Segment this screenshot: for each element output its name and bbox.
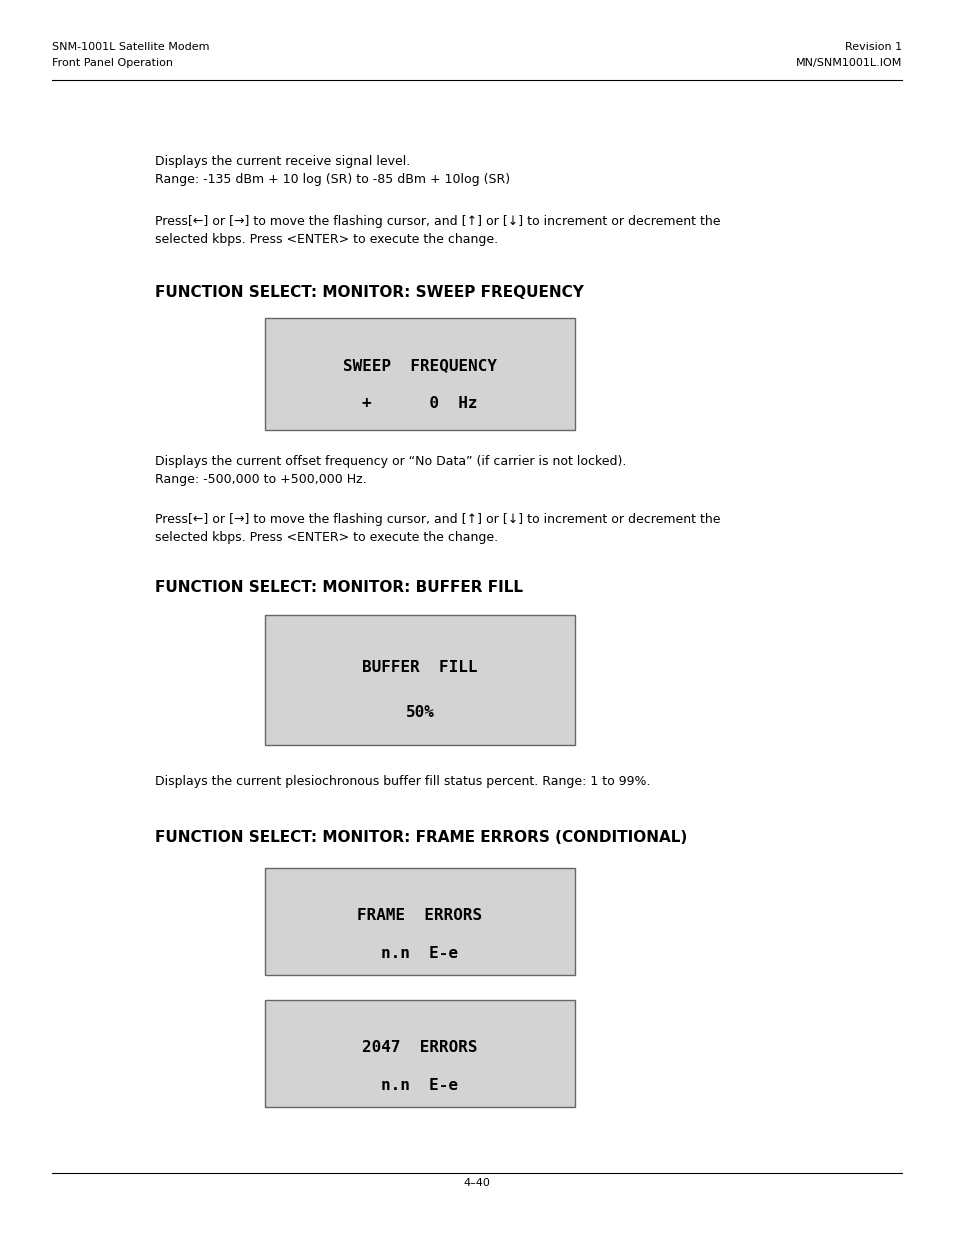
Text: Displays the current plesiochronous buffer fill status percent. Range: 1 to 99%.: Displays the current plesiochronous buff…	[154, 776, 650, 788]
Text: FUNCTION SELECT: MONITOR: BUFFER FILL: FUNCTION SELECT: MONITOR: BUFFER FILL	[154, 580, 522, 595]
Text: MN/SNM1001L.IOM: MN/SNM1001L.IOM	[795, 58, 901, 68]
Text: Front Panel Operation: Front Panel Operation	[52, 58, 172, 68]
FancyBboxPatch shape	[265, 317, 575, 430]
Text: BUFFER  FILL: BUFFER FILL	[362, 659, 477, 676]
Text: FRAME  ERRORS: FRAME ERRORS	[357, 908, 482, 923]
FancyBboxPatch shape	[265, 868, 575, 974]
Text: Displays the current offset frequency or “No Data” (if carrier is not locked).: Displays the current offset frequency or…	[154, 454, 626, 468]
Text: 50%: 50%	[405, 705, 434, 720]
FancyBboxPatch shape	[265, 1000, 575, 1107]
Text: selected kbps. Press <ENTER> to execute the change.: selected kbps. Press <ENTER> to execute …	[154, 233, 497, 246]
Text: n.n  E-e: n.n E-e	[381, 1078, 458, 1093]
Text: +      0  Hz: + 0 Hz	[362, 396, 477, 411]
Text: Displays the current receive signal level.: Displays the current receive signal leve…	[154, 156, 410, 168]
FancyBboxPatch shape	[265, 615, 575, 745]
Text: 2047  ERRORS: 2047 ERRORS	[362, 1040, 477, 1055]
Text: selected kbps. Press <ENTER> to execute the change.: selected kbps. Press <ENTER> to execute …	[154, 531, 497, 543]
Text: Press[←] or [→] to move the flashing cursor, and [↑] or [↓] to increment or decr: Press[←] or [→] to move the flashing cur…	[154, 513, 720, 526]
Text: SWEEP  FREQUENCY: SWEEP FREQUENCY	[343, 358, 497, 373]
Text: Range: -500,000 to +500,000 Hz.: Range: -500,000 to +500,000 Hz.	[154, 473, 366, 487]
Text: n.n  E-e: n.n E-e	[381, 946, 458, 961]
Text: Press[←] or [→] to move the flashing cursor, and [↑] or [↓] to increment or decr: Press[←] or [→] to move the flashing cur…	[154, 215, 720, 228]
Text: Range: -135 dBm + 10 log (SR) to -85 dBm + 10log (SR): Range: -135 dBm + 10 log (SR) to -85 dBm…	[154, 173, 510, 186]
Text: FUNCTION SELECT: MONITOR: SWEEP FREQUENCY: FUNCTION SELECT: MONITOR: SWEEP FREQUENC…	[154, 285, 583, 300]
Text: Revision 1: Revision 1	[844, 42, 901, 52]
Text: 4–40: 4–40	[463, 1178, 490, 1188]
Text: SNM-1001L Satellite Modem: SNM-1001L Satellite Modem	[52, 42, 210, 52]
Text: FUNCTION SELECT: MONITOR: FRAME ERRORS (CONDITIONAL): FUNCTION SELECT: MONITOR: FRAME ERRORS (…	[154, 830, 686, 845]
